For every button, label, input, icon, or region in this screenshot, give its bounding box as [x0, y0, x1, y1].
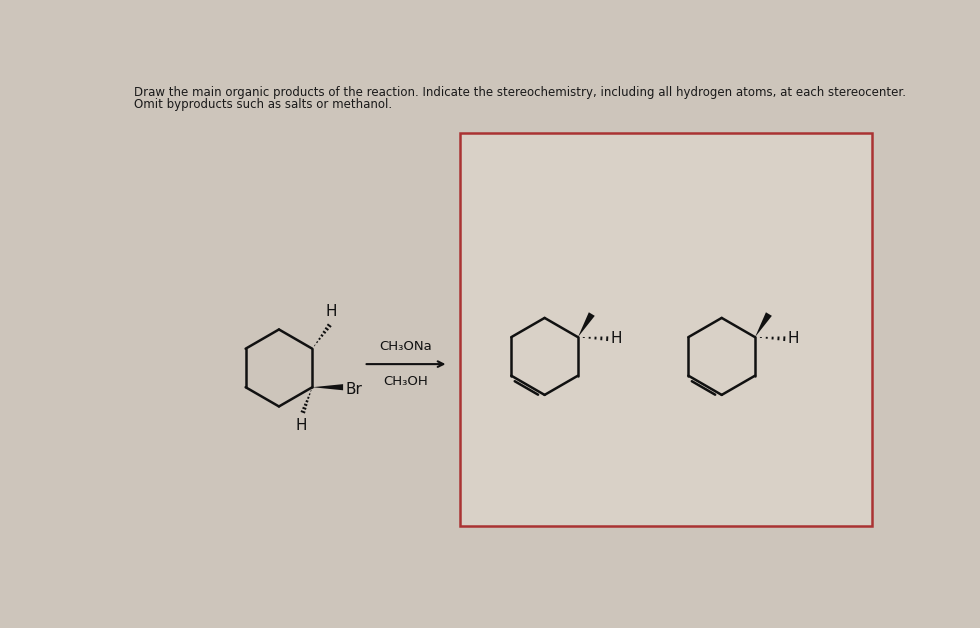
Text: H: H [787, 331, 799, 346]
Text: H: H [296, 418, 308, 433]
Polygon shape [578, 312, 595, 337]
Bar [460, 133, 872, 526]
Text: H: H [325, 305, 336, 320]
Polygon shape [755, 312, 772, 337]
Text: CH₃OH: CH₃OH [383, 375, 428, 388]
Text: H: H [611, 331, 621, 346]
Polygon shape [313, 384, 343, 390]
Text: Draw the main organic products of the reaction. Indicate the stereochemistry, in: Draw the main organic products of the re… [134, 86, 906, 99]
Text: Omit byproducts such as salts or methanol.: Omit byproducts such as salts or methano… [134, 99, 392, 111]
Text: CH₃ONa: CH₃ONa [379, 340, 432, 354]
Text: Br: Br [345, 382, 363, 397]
